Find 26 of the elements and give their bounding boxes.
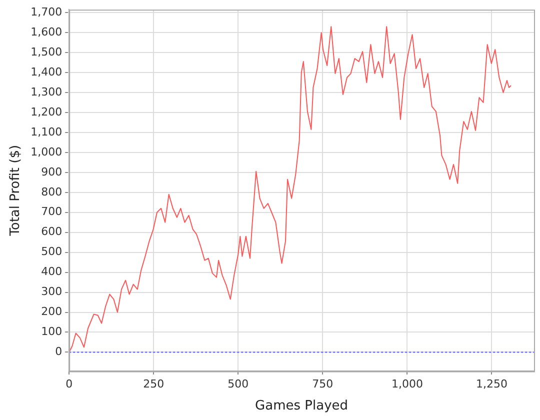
y-tick-label: 1,600	[30, 25, 62, 38]
x-tick-label: 1,250	[476, 378, 508, 391]
y-tick-label: 100	[41, 325, 62, 338]
y-tick-label: 200	[41, 305, 62, 318]
y-tick-label: 600	[41, 225, 62, 238]
y-tick-label: 1,200	[30, 105, 62, 118]
x-tick-label: 1,000	[391, 378, 423, 391]
y-axis-title: Total Profit ($)	[8, 144, 24, 237]
x-tick-label: 0	[66, 378, 73, 391]
x-tick-label: 750	[312, 378, 334, 391]
y-tick-label: 1,000	[30, 145, 62, 158]
y-tick-label: 1,700	[30, 5, 62, 18]
y-tick-label: 1,400	[30, 65, 62, 78]
y-tick-label: 1,300	[30, 85, 62, 98]
y-tick-label: 400	[41, 265, 62, 278]
x-axis-title: Games Played	[255, 398, 348, 414]
x-tick-label: 500	[228, 378, 249, 391]
y-tick-label: 700	[41, 205, 62, 218]
y-tick-label: 0	[55, 345, 62, 358]
y-tick-label: 300	[41, 285, 62, 298]
x-tick-label: 250	[143, 378, 164, 391]
y-tick-label: 800	[41, 185, 62, 198]
y-tick-label: 900	[41, 165, 62, 178]
y-tick-label: 1,500	[30, 45, 62, 58]
y-tick-label: 1,100	[30, 125, 62, 138]
y-tick-label: 500	[41, 245, 62, 258]
